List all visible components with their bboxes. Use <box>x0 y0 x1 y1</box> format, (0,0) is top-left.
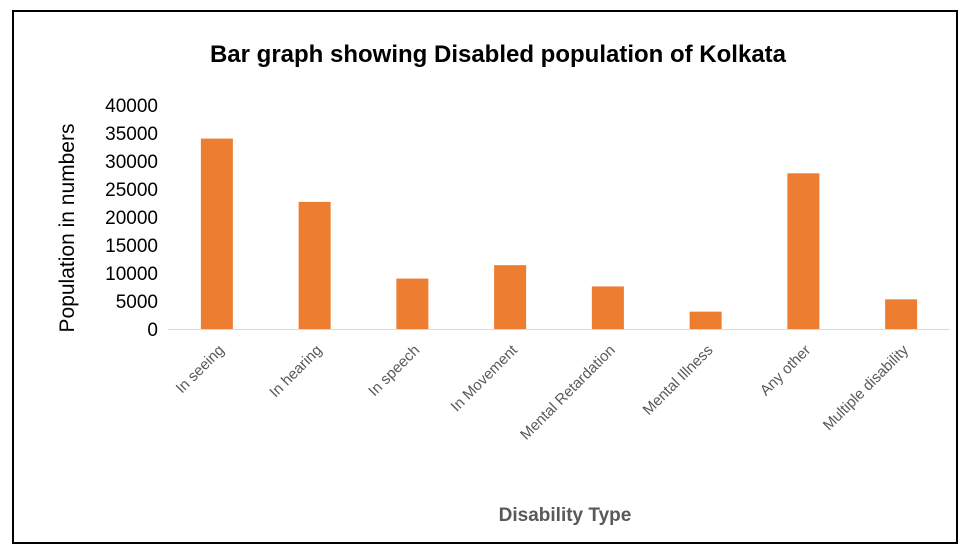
bar-in-speech <box>396 278 429 329</box>
y-tick-label: 15000 <box>105 236 158 257</box>
y-tick-label: 30000 <box>105 152 158 173</box>
y-tick-label: 0 <box>147 320 158 341</box>
x-axis-label: Disability Type <box>499 505 632 526</box>
bar-in-seeing <box>200 138 233 329</box>
x-tick-label: In speech <box>365 342 423 400</box>
bar-any-other <box>787 173 820 329</box>
y-tick-label: 5000 <box>116 292 158 313</box>
bar-in-movement <box>494 265 527 329</box>
y-axis-ticks: 0 5000 10000 15000 20000 25000 30000 35000 40000 <box>105 96 158 341</box>
bar-mental-retardation <box>591 286 624 329</box>
y-tick-label: 20000 <box>105 208 158 229</box>
chart-frame: Bar graph showing Disabled population of… <box>12 10 958 544</box>
y-tick-label: 25000 <box>105 180 158 201</box>
bar-mental-illness <box>689 311 722 329</box>
y-tick-label: 10000 <box>105 264 158 285</box>
x-tick-label: Mental Retardation <box>517 342 619 444</box>
x-tick-label: In hearing <box>266 342 325 401</box>
bar-chart: Bar graph showing Disabled population of… <box>56 41 950 526</box>
x-axis-ticks: In seeing In hearing In speech In MovementM… <box>173 341 913 443</box>
x-tick-label: Mental Illness <box>640 342 717 419</box>
chart-title: Bar graph showing Disabled population of… <box>210 41 787 68</box>
y-tick-label: 35000 <box>105 124 158 145</box>
bar-in-hearing <box>298 201 331 329</box>
y-tick-label: 40000 <box>105 96 158 117</box>
x-tick-label: Multiple disability <box>820 341 913 434</box>
y-axis-label: Population in numbers <box>56 124 79 333</box>
bars-group <box>200 138 918 329</box>
x-tick-label: Any other <box>757 342 814 399</box>
bar-multiple-disability <box>885 299 918 329</box>
x-tick-label: In Movement <box>448 341 522 415</box>
x-tick-label: In seeing <box>173 342 228 397</box>
